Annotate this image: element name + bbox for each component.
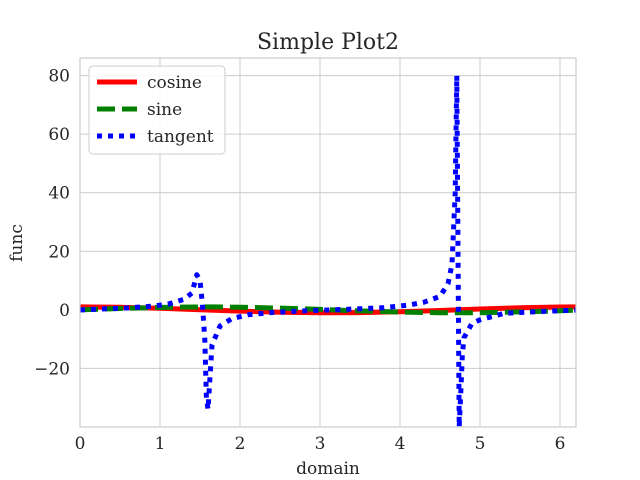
series-tangent-line bbox=[80, 73, 576, 427]
plot-area bbox=[80, 73, 576, 427]
plot-frame bbox=[79, 57, 577, 428]
x-tick-label: 5 bbox=[475, 434, 486, 454]
y-tick-label: 80 bbox=[48, 67, 70, 87]
x-tick-label: 2 bbox=[235, 434, 246, 454]
y-axis-label: func bbox=[7, 224, 27, 262]
x-tick-label: 0 bbox=[75, 434, 86, 454]
series-cosine-line bbox=[80, 304, 576, 316]
x-tick-label: 6 bbox=[555, 434, 566, 454]
y-tick-label: 40 bbox=[48, 184, 70, 204]
x-tick-label: 1 bbox=[155, 434, 166, 454]
legend-label-cosine: cosine bbox=[147, 73, 202, 93]
y-tick-label: −20 bbox=[34, 359, 70, 379]
y-tick-label: 60 bbox=[48, 125, 70, 145]
tick-labels: 0 1 2 3 4 5 6 −20 0 20 40 60 80 bbox=[34, 67, 565, 454]
y-tick-label: 20 bbox=[48, 242, 70, 262]
legend-label-sine: sine bbox=[147, 100, 182, 120]
x-axis-label: domain bbox=[296, 459, 360, 479]
legend: cosine sine tangent bbox=[88, 65, 226, 155]
y-tick-label: 0 bbox=[59, 301, 70, 321]
legend-label-tangent: tangent bbox=[147, 127, 214, 147]
chart-title: Simple Plot2 bbox=[257, 30, 399, 55]
x-tick-label: 3 bbox=[315, 434, 326, 454]
x-tick-label: 4 bbox=[395, 434, 406, 454]
legend-box bbox=[88, 65, 226, 155]
